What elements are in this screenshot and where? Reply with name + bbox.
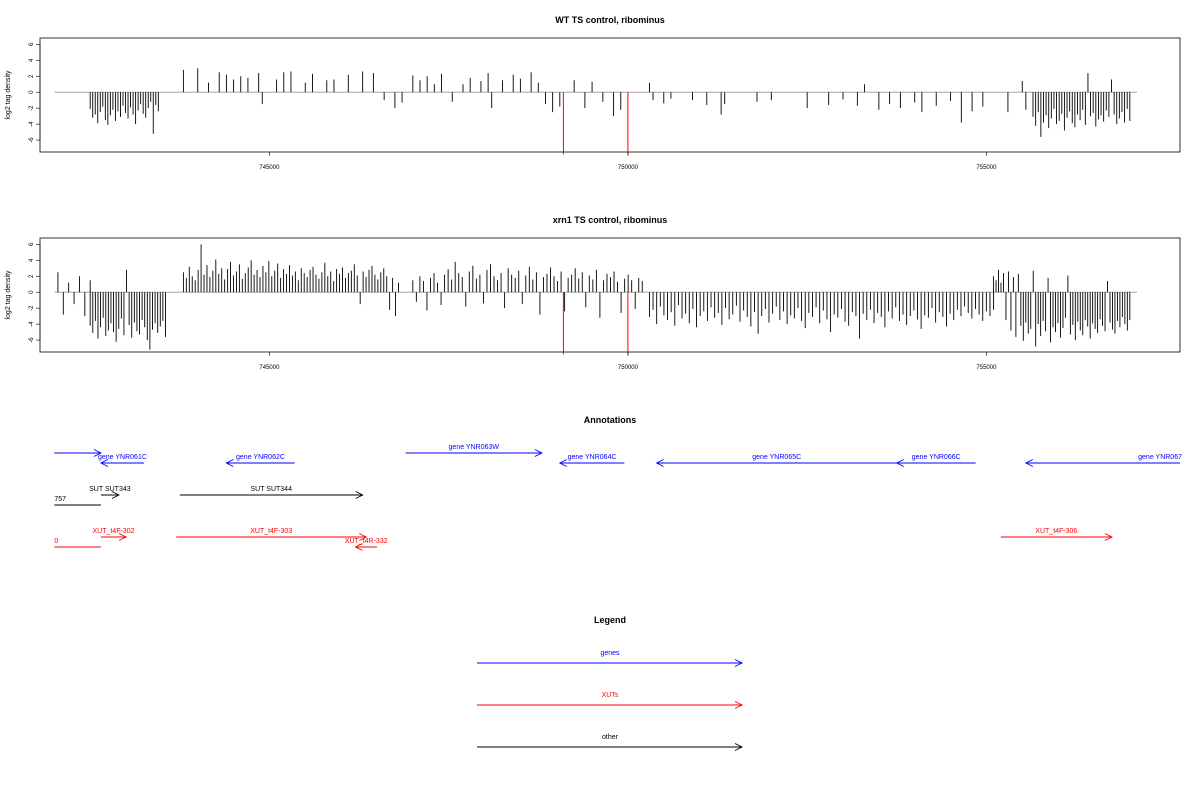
legend-panel: Legend genes XUTs other (477, 615, 744, 751)
feature-genes: gene YNR065C (655, 454, 897, 467)
xrn1-signal-bars (54, 244, 1137, 355)
xrn1-y-axis-label: log2 tag density (5, 270, 12, 320)
legend-item-XUTs: XUTs (477, 692, 744, 709)
feature-label: gene YNR062C (236, 454, 285, 461)
wt-y-tick-label: 6 (29, 42, 35, 46)
xrn1-y-tick-label: -2 (29, 305, 35, 311)
feature-arrow-head (355, 491, 364, 499)
wt-x-tick-label: 750000 (618, 165, 639, 171)
wt-x-axis: 745000 750000 755000 (259, 152, 997, 171)
feature-arrow-head (558, 459, 568, 467)
legend-item-genes: genes (477, 650, 744, 667)
xrn1-y-tick-label: 4 (29, 258, 35, 262)
xrn1-x-tick-label: 750000 (618, 365, 639, 371)
feature-other: SUT SUT344 (179, 486, 364, 499)
feature-genes: gene YNR061C (98, 454, 147, 467)
feature-label: gene YNR063W (449, 444, 500, 451)
feature-genes: gene YNR067 (1024, 454, 1182, 467)
feature-XUTs: 0 (54, 538, 101, 548)
xrn1-x-axis: 745000 750000 755000 (259, 352, 997, 371)
feature-genes: gene YNR063W (405, 444, 543, 457)
legend-label: other (602, 734, 619, 741)
xrn1-y-tick-label: 6 (29, 242, 35, 246)
wt-y-tick-label: -4 (29, 121, 35, 127)
feature-XUTs: XUT_t4F-303 (176, 528, 368, 541)
wt-track-title: WT TS control, ribominus (555, 15, 665, 25)
xrn1-x-tick-label: 755000 (976, 365, 997, 371)
feature-label: gene YNR067 (1138, 454, 1182, 461)
feature-label: SUT SUT344 (250, 486, 292, 493)
feature-arrow-head (534, 449, 543, 457)
feature-label: gene YNR061C (98, 454, 147, 461)
feature-label: gene YNR064C (568, 454, 617, 461)
wt-x-tick-label: 745000 (259, 165, 280, 171)
feature-other: SUT SUT343 (89, 486, 131, 499)
annotations-title: Annotations (584, 415, 637, 425)
wt-y-tick-label: 4 (29, 58, 35, 62)
xrn1-y-axis: -6 -4 -2 0 2 4 6 (29, 242, 41, 343)
annotations-panel: Annotations gene YNR061C gene YNR062Cgene… (54, 415, 1182, 551)
wt-y-tick-label: -2 (29, 105, 35, 111)
feature-genes: gene YNR066C (895, 454, 976, 467)
xrn1-plot-frame (39, 237, 1181, 353)
feature-arrow-head (1104, 533, 1113, 541)
feature-arrow-head (655, 459, 664, 467)
legend-items: genes XUTs other (477, 650, 744, 751)
feature-arrow-head (99, 459, 109, 467)
wt-signal-bars (54, 68, 1137, 155)
feature-arrow-head (118, 533, 128, 541)
annotation-features: gene YNR061C gene YNR062C gene YNR063W gene… (54, 444, 1182, 551)
feature-label: XUT_t4F-303 (250, 528, 292, 535)
feature-label: XUT_t4R-332 (345, 538, 388, 545)
feature-arrow-head (359, 533, 368, 541)
xrn1-y-tick-label: -6 (29, 337, 35, 343)
feature-genes: gene YNR062C (225, 454, 295, 467)
xrn1-y-tick-label: -4 (29, 321, 35, 327)
feature-arrow-head (93, 449, 102, 457)
wt-y-axis-label: log2 tag density (5, 70, 12, 120)
legend-label: XUTs (602, 692, 619, 699)
feature-arrow-head (225, 459, 234, 467)
xrn1-y-tick-label: 0 (29, 290, 35, 294)
xrn1-x-tick-label: 745000 (259, 365, 280, 371)
feature-label: gene YNR066C (912, 454, 961, 461)
wt-x-tick-label: 755000 (976, 165, 997, 171)
feature-arrow-head (734, 701, 744, 709)
feature-arrow-head (734, 659, 744, 667)
feature-arrow-head (1024, 459, 1034, 467)
legend-title: Legend (594, 615, 626, 625)
feature-label: 0 (54, 538, 58, 545)
feature-arrow-head (111, 491, 120, 499)
wt-y-axis: -6 -4 -2 0 2 4 6 (29, 42, 41, 143)
feature-label: XUT_t4F-306 (1035, 528, 1077, 535)
wt-plot-frame (39, 37, 1181, 153)
xrn1-track-title: xrn1 TS control, ribominus (553, 215, 668, 225)
feature-label: SUT SUT343 (89, 486, 131, 493)
wt-y-tick-label: 2 (29, 74, 35, 78)
wt-track-panel: WT TS control, ribominus log2 tag densit… (5, 15, 1181, 171)
wt-y-tick-label: -6 (29, 137, 35, 143)
xrn1-track-panel: xrn1 TS control, ribominus log2 tag dens… (5, 215, 1181, 371)
feature-arrow-head (895, 459, 904, 467)
feature-other: 757 (54, 496, 101, 506)
feature-label: 757 (54, 496, 66, 503)
feature-XUTs: XUT_t4R-332 (345, 538, 388, 551)
feature-label: XUT_t4F-302 (92, 528, 134, 535)
feature-label: gene YNR065C (752, 454, 801, 461)
legend-item-other: other (477, 734, 744, 751)
legend-label: genes (600, 650, 620, 657)
wt-y-tick-label: 0 (29, 90, 35, 94)
feature-XUTs: XUT_t4F-302 (92, 528, 135, 541)
feature-arrow-head (734, 743, 744, 751)
feature-arrow-head (354, 543, 363, 551)
xrn1-y-tick-label: 2 (29, 274, 35, 278)
feature-XUTs: XUT_t4F-306 (1000, 528, 1113, 541)
feature-genes (54, 449, 102, 457)
feature-genes: gene YNR064C (558, 454, 625, 467)
